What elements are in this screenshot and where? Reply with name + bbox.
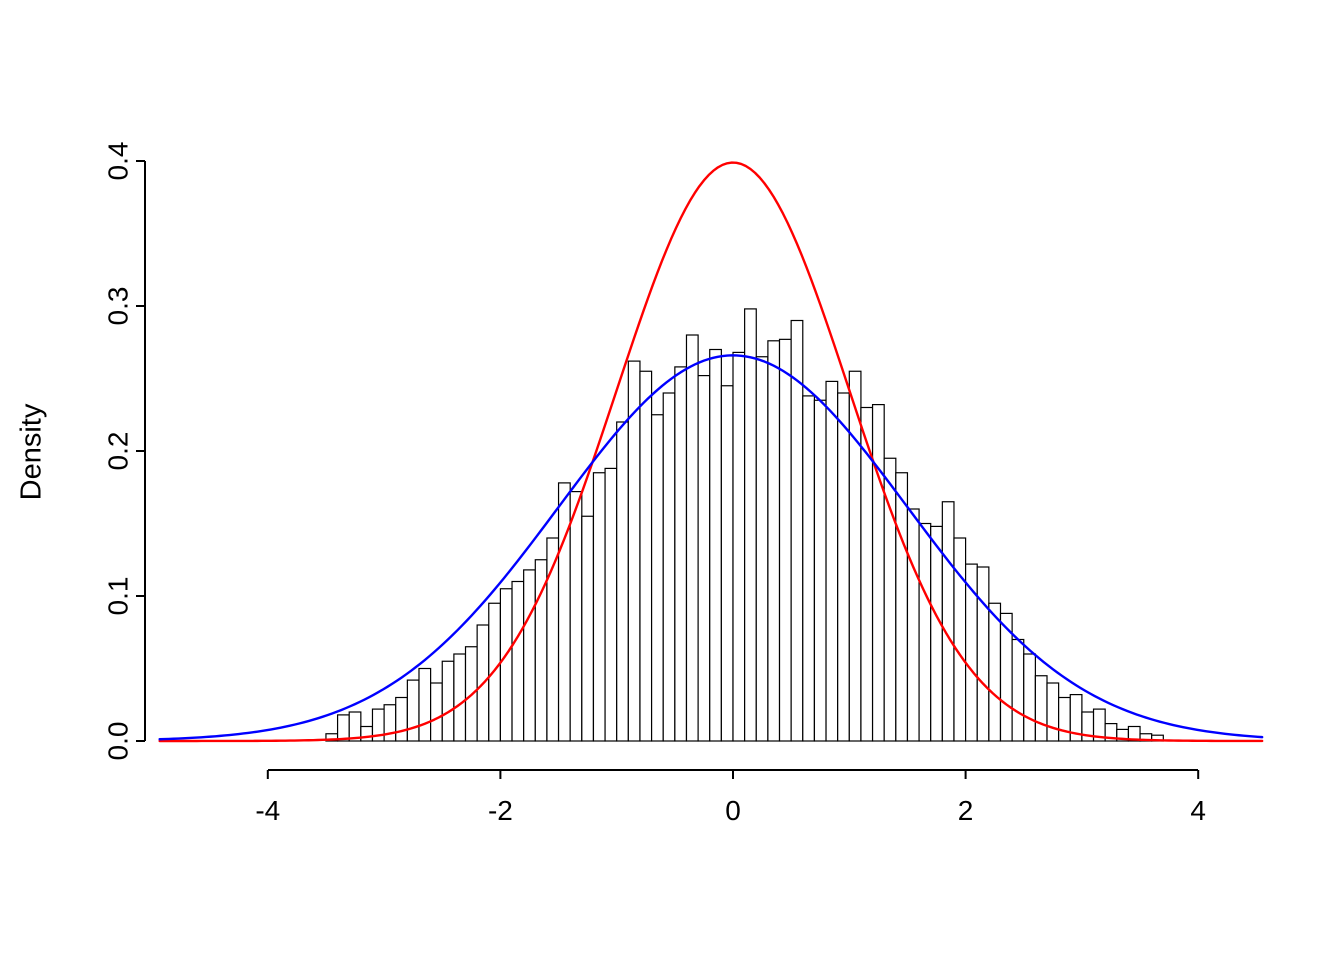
x-tick-label: 0: [725, 795, 741, 826]
histogram-bar: [813, 399, 827, 742]
histogram-bar: [441, 660, 455, 742]
histogram-bars: [325, 308, 1164, 742]
histogram-bar: [1034, 675, 1048, 742]
y-axis: 0.0 0.1 0.2 0.3 0.4: [103, 142, 146, 761]
histogram-bar: [837, 392, 850, 742]
histogram-bar: [650, 414, 664, 742]
histogram-bar: [778, 338, 792, 742]
histogram-bar: [453, 653, 467, 742]
histogram-bar: [825, 380, 839, 742]
histogram-bar: [744, 308, 757, 742]
histogram-bar: [976, 566, 990, 742]
histogram-bar: [988, 602, 1002, 742]
histogram-bar: [685, 334, 699, 742]
histogram-bar: [523, 569, 536, 742]
y-tick-label: 0.2: [103, 432, 134, 471]
histogram-bar: [709, 348, 722, 742]
histogram-bar: [1023, 653, 1036, 742]
y-tick-label: 0.3: [103, 287, 134, 326]
x-tick-label: -4: [255, 795, 280, 826]
histogram-bar: [1046, 682, 1060, 742]
histogram-bar: [604, 467, 618, 742]
histogram-bar: [720, 385, 734, 742]
histogram-bar: [499, 588, 513, 742]
histogram-bar: [511, 580, 525, 742]
histogram-bar: [569, 491, 583, 742]
histogram-bar: [395, 696, 408, 742]
histogram-bar: [802, 395, 816, 742]
histogram-bar: [755, 356, 769, 742]
normal-density-sd-1-curve: [158, 161, 1264, 743]
histogram-bar: [1058, 696, 1071, 742]
histogram-bar: [557, 482, 571, 742]
histogram-bar: [871, 404, 885, 742]
histogram-bar: [616, 421, 629, 742]
histogram-bar: [767, 340, 781, 742]
histogram-bar: [941, 501, 955, 742]
histogram-bar: [918, 522, 932, 742]
normal-density-sd-1.5-curve: [158, 354, 1264, 741]
histogram-bar: [848, 370, 862, 742]
histogram-bar: [930, 525, 943, 742]
histogram-bar: [732, 351, 746, 742]
histogram-bar: [674, 366, 688, 742]
y-tick-label: 0.0: [103, 722, 134, 761]
histogram-bar: [581, 515, 595, 742]
x-tick-label: -2: [488, 795, 513, 826]
x-axis: -4 -2 0 2 4: [255, 769, 1206, 826]
histogram-bar: [430, 682, 443, 742]
histogram-bar: [336, 714, 350, 742]
y-tick-label: 0.4: [103, 142, 134, 181]
y-axis-title: Density: [15, 403, 48, 501]
x-tick-label: 2: [958, 795, 974, 826]
histogram-bar: [383, 704, 397, 742]
histogram-bar: [662, 392, 676, 742]
histogram-bar: [418, 667, 432, 742]
histogram-bar: [360, 725, 374, 742]
histogram-bar: [639, 370, 653, 742]
x-tick-label: 4: [1190, 795, 1206, 826]
histogram-bar: [906, 508, 920, 742]
histogram-bar: [406, 679, 420, 742]
y-tick-label: 0.1: [103, 577, 134, 616]
histogram-bar: [534, 559, 548, 742]
histogram-bar: [1011, 638, 1025, 742]
histogram-bar: [697, 375, 711, 742]
histogram-bar: [895, 472, 909, 742]
histogram-bar: [592, 472, 606, 742]
